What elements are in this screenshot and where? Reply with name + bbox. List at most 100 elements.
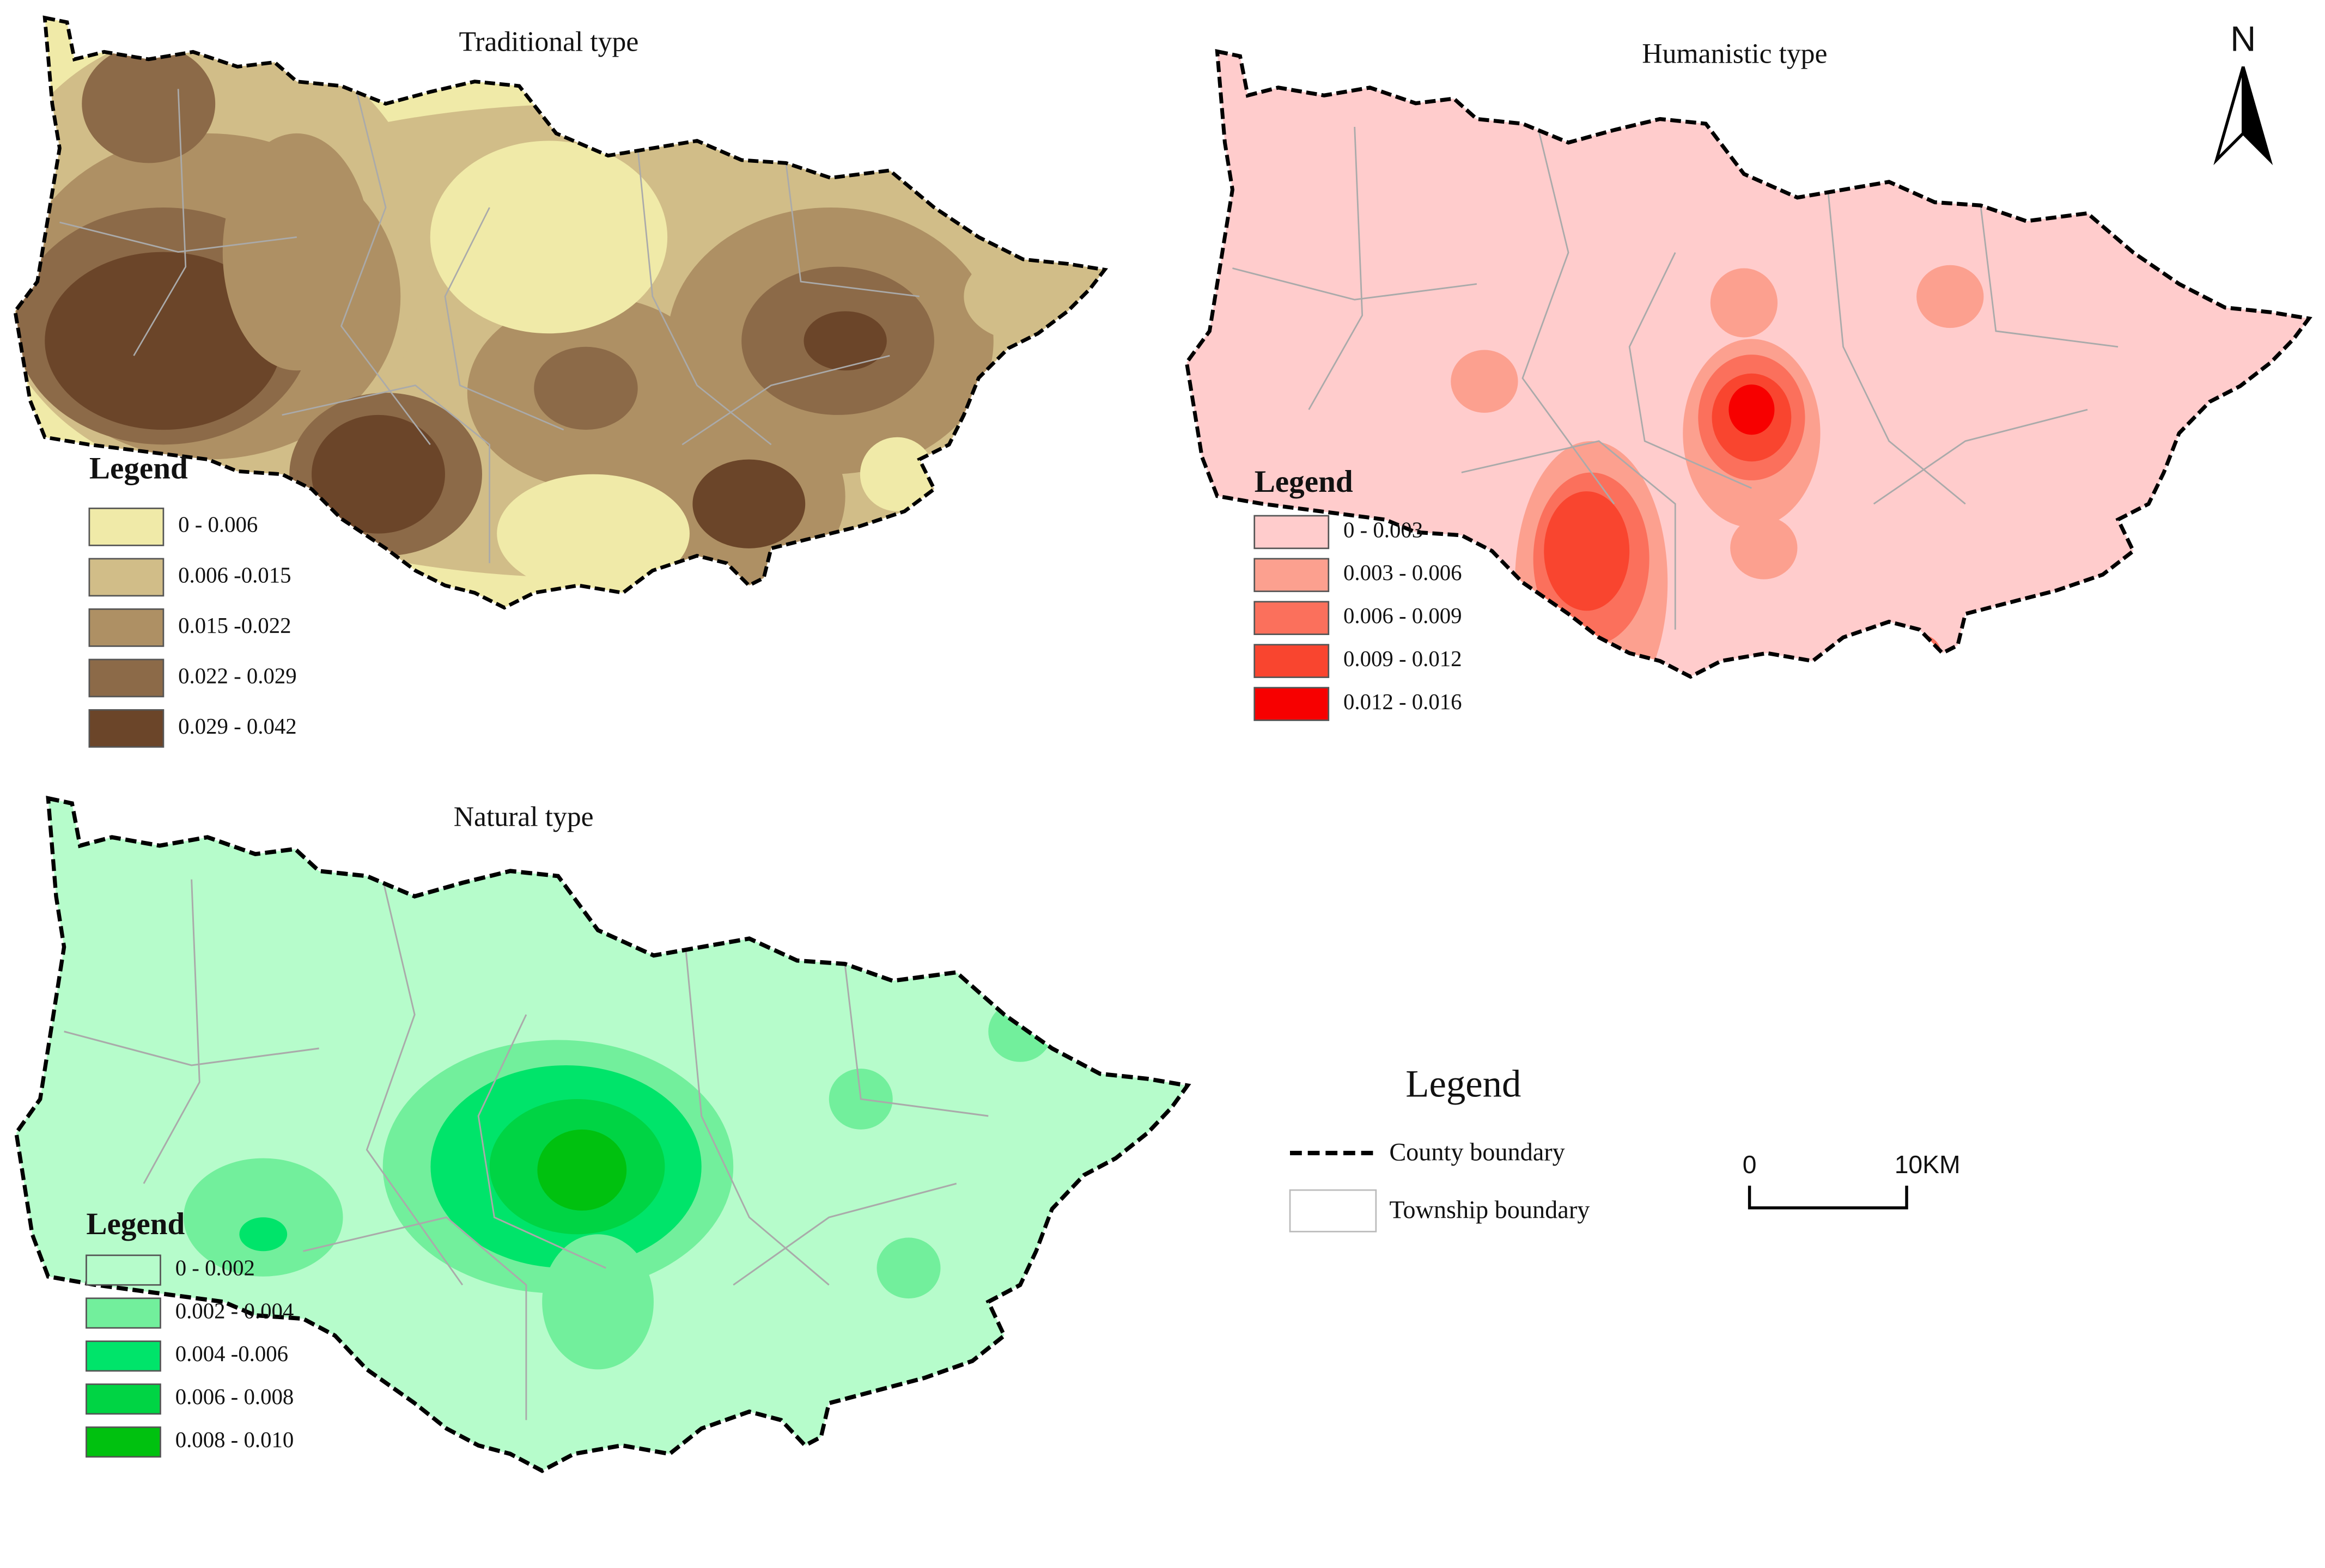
legend-swatch <box>1253 515 1330 550</box>
township-boundary <box>1628 252 1752 489</box>
scale-end: 10KM <box>1895 1150 1961 1179</box>
legend-label: 0.006 - 0.008 <box>175 1384 294 1409</box>
township-boundary <box>340 88 431 446</box>
legend-title: Legend <box>89 451 188 485</box>
township-boundary <box>64 1030 319 1066</box>
density-map: Traditional type Legend 0 - 0.006 0.006 -0.… <box>0 0 1186 748</box>
legend-swatch <box>88 608 165 647</box>
hotspot <box>430 141 668 334</box>
hotspot <box>860 437 934 511</box>
north-arrow: N <box>2213 19 2273 166</box>
legend-swatch <box>88 658 165 698</box>
legend-item: Township boundary <box>1389 1197 1590 1224</box>
legend-swatch <box>88 508 165 546</box>
north-label: N <box>2230 19 2256 58</box>
township-boundary <box>133 89 187 356</box>
hotspot <box>222 133 371 371</box>
legend-label: 0.006 -0.015 <box>178 563 291 587</box>
legend-swatch <box>86 1254 161 1286</box>
legend-title: Legend <box>86 1207 185 1241</box>
legend-swatch <box>1253 687 1330 721</box>
legend-swatch <box>88 709 165 748</box>
township-boundary <box>59 221 297 253</box>
map-title: Humanistic type <box>1642 38 1827 69</box>
hotspot <box>542 1234 654 1370</box>
hotspot <box>1544 491 1630 611</box>
township-boundary <box>282 385 490 564</box>
map-body <box>1 778 1275 1539</box>
map-title: Natural type <box>454 802 594 833</box>
township-boundary <box>1521 126 1615 505</box>
township-boundary <box>143 879 200 1184</box>
density-map: Natural type Legend 0 - 0.002 0.002 - 0.004… <box>1 778 1275 1539</box>
legend-title: Legend <box>1405 1063 1521 1106</box>
township-boundary <box>1232 267 1477 301</box>
legend-swatch <box>86 1340 161 1372</box>
township-boundary <box>733 1182 957 1286</box>
hotspot <box>184 1158 343 1277</box>
township-boundary <box>1980 205 2119 348</box>
legend-swatch <box>86 1297 161 1329</box>
legend-swatch <box>86 1383 161 1415</box>
map-body <box>1171 33 2325 740</box>
township-boundary <box>444 207 564 431</box>
township-boundary <box>681 355 890 446</box>
hotspot <box>964 252 1083 341</box>
legend-label: 0.022 - 0.029 <box>178 663 297 688</box>
legend-swatch <box>1253 558 1330 593</box>
hotspot <box>45 252 282 430</box>
township-boundary <box>844 963 989 1117</box>
density-map: Humanistic type Legend 0 - 0.003 0.003 - 0.… <box>1171 33 2325 740</box>
hotspot <box>1730 516 1798 579</box>
legend-title: Legend <box>1255 465 1353 499</box>
township-boundary <box>637 148 772 446</box>
township-boundary-symbol <box>1289 1189 1377 1233</box>
township-boundary <box>303 1216 527 1420</box>
hotspot <box>692 459 806 548</box>
legend-label: 0.002 - 0.004 <box>175 1298 294 1323</box>
north-arrow-right <box>2242 66 2273 166</box>
legend-label: 0.015 -0.022 <box>178 613 291 638</box>
legend-label: 0.006 - 0.009 <box>1343 603 1462 628</box>
hotspot <box>1916 265 1984 328</box>
legend-label: 0.012 - 0.016 <box>1343 690 1462 714</box>
hotspot <box>1898 634 1941 672</box>
township-boundary <box>1461 440 1676 630</box>
map-fill <box>16 798 1188 1471</box>
hotspot <box>804 311 887 371</box>
legend-item: County boundary <box>1389 1138 1565 1166</box>
hotspot <box>239 1217 288 1252</box>
hotspot <box>537 1129 627 1211</box>
legend-label: 0 - 0.006 <box>178 513 258 537</box>
township-boundary <box>477 1014 606 1269</box>
township-boundary <box>1827 190 1966 505</box>
township-boundary <box>685 947 830 1286</box>
general-legend: Legend County boundary Township boundary… <box>1289 1063 1961 1233</box>
legend-label: 0 - 0.003 <box>1343 517 1423 542</box>
hotspot <box>497 474 690 593</box>
north-arrow-left <box>2213 66 2245 166</box>
township-boundary <box>1308 126 1364 410</box>
hotspot <box>1710 268 1778 338</box>
scale-start: 0 <box>1743 1150 1757 1179</box>
legend-swatch <box>1253 644 1330 678</box>
legend-label: 0.003 - 0.006 <box>1343 560 1462 585</box>
hotspot <box>82 44 216 163</box>
scale-bar <box>1748 1185 1908 1210</box>
legend-label: 0.004 -0.006 <box>175 1341 288 1366</box>
hotspot <box>534 346 638 430</box>
legend-label: 0 - 0.002 <box>175 1255 255 1280</box>
township-boundary <box>1873 408 2088 505</box>
legend-swatch <box>1253 601 1330 636</box>
hotspot <box>1728 384 1775 435</box>
legend-label: 0.008 - 0.010 <box>175 1427 294 1452</box>
hotspot <box>312 414 445 534</box>
legend-swatch <box>88 558 165 597</box>
legend-swatch <box>86 1426 161 1458</box>
map-fill <box>1186 51 2309 677</box>
hotspot <box>877 1237 941 1299</box>
map-title: Traditional type <box>459 26 639 57</box>
